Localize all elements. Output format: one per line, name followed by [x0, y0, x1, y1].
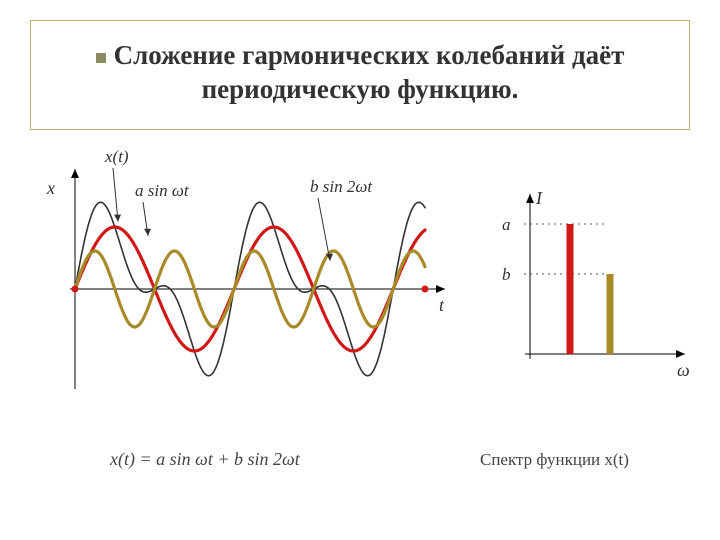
- spectrum-caption: Спектр функции x(t): [480, 450, 629, 470]
- formula-text: x(t) = a sin ωt + b sin 2ωt: [110, 449, 300, 470]
- svg-text:a: a: [502, 215, 511, 234]
- slide-title: Сложение гармонических колебаний даёт пе…: [61, 39, 659, 107]
- svg-text:b: b: [502, 265, 511, 284]
- title-container: Сложение гармонических колебаний даёт пе…: [30, 20, 690, 130]
- wave-chart: x t x(t) a sin ωt b sin 2ωt x(t) = a sin ωt …: [30, 144, 460, 474]
- bullet-icon: [96, 53, 106, 63]
- svg-text:x(t): x(t): [104, 147, 129, 166]
- svg-text:t: t: [439, 295, 445, 315]
- title-text: Сложение гармонических колебаний даёт пе…: [114, 40, 625, 104]
- svg-text:a sin ωt: a sin ωt: [135, 181, 190, 200]
- svg-text:b sin 2ωt: b sin 2ωt: [310, 177, 373, 196]
- spectrum-chart: Iω a b Спектр функции x(t): [470, 164, 700, 474]
- svg-text:x: x: [46, 178, 55, 198]
- content-row: x t x(t) a sin ωt b sin 2ωt x(t) = a sin ωt …: [30, 144, 690, 474]
- spectrum-svg: Iω a b: [470, 164, 700, 394]
- svg-text:I: I: [535, 188, 543, 208]
- svg-text:ω: ω: [677, 360, 690, 380]
- wave-svg: x t x(t) a sin ωt b sin 2ωt: [30, 144, 460, 434]
